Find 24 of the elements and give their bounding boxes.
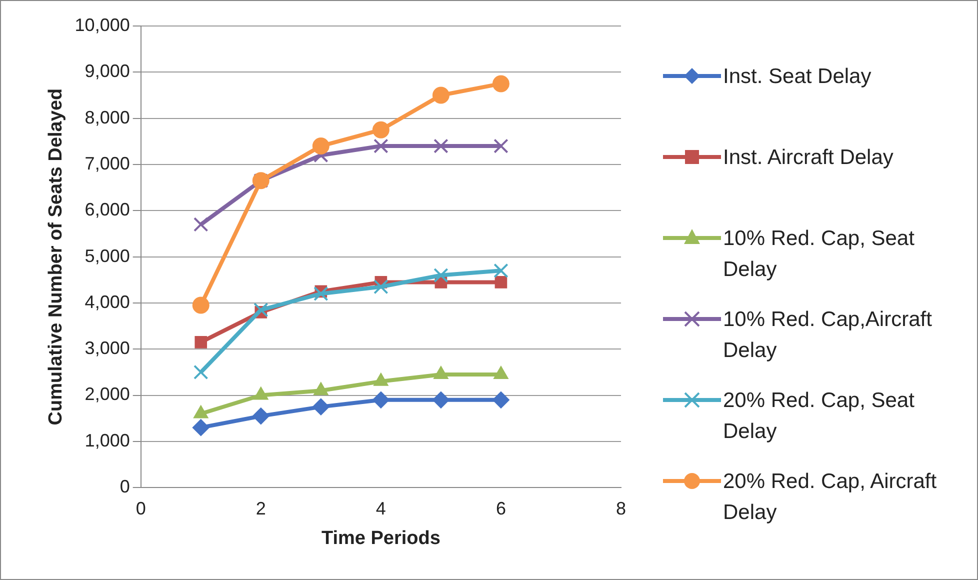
- x-tick-label: 0: [136, 498, 146, 518]
- y-axis-title: Cumulative Number of Seats Delayed: [46, 88, 67, 426]
- legend-label: 20% Red. Cap, Seat Delay: [723, 388, 916, 445]
- y-tick-label: 4,000: [84, 292, 130, 312]
- y-tick-label: 2,000: [84, 384, 130, 404]
- y-tick-label: 0: [120, 476, 130, 497]
- legend-label: 10% Red. Cap,Aircraft Delay: [723, 307, 933, 364]
- x-tick-label: 4: [376, 498, 386, 518]
- x-tick-label: 2: [256, 498, 266, 518]
- y-tick-label: 9,000: [84, 61, 130, 82]
- legend-label: 10% Red. Cap, Seat Delay: [723, 226, 916, 283]
- x-axis-title: Time Periods: [321, 528, 440, 549]
- legend-label: 20% Red. Cap, Aircraft Delay: [723, 469, 938, 526]
- y-tick-label: 3,000: [84, 338, 130, 358]
- legend-label: Inst. Aircraft Delay: [723, 145, 894, 171]
- y-tick-label: 5,000: [84, 246, 130, 266]
- legend-label: Inst. Seat Delay: [723, 64, 872, 90]
- y-tick-label: 1,000: [84, 430, 130, 450]
- y-tick-label: 10,000: [74, 14, 130, 35]
- y-tick-label: 8,000: [84, 107, 130, 128]
- y-tick-label: 6,000: [84, 200, 130, 220]
- y-tick-label: 7,000: [84, 153, 130, 174]
- x-tick-label: 8: [616, 498, 626, 518]
- x-tick-label: 6: [496, 498, 506, 518]
